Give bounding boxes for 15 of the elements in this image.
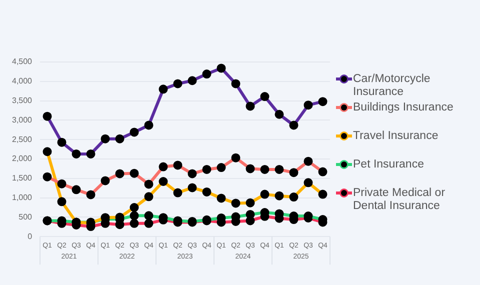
y-tick-label: 3,500 <box>12 96 33 106</box>
legend-label: Pet Insurance <box>353 158 424 171</box>
legend-label: Car/Motorcycle Insurance <box>353 73 430 98</box>
y-tick-label: 500 <box>18 212 33 222</box>
y-tick-label: 4,500 <box>12 57 33 66</box>
y-tick-label: 2,000 <box>12 154 33 164</box>
y-tick-label: 3,000 <box>12 115 33 124</box>
y-tick-label: 0 <box>28 232 33 241</box>
legend-label: Private Medical or Dental Insurance <box>353 187 446 212</box>
legend-label: Buildings Insurance <box>353 102 454 114</box>
y-tick-label: 1,000 <box>12 193 33 202</box>
y-tick-label: 1,500 <box>12 174 33 183</box>
y-tick-label: 2,500 <box>12 134 33 144</box>
y-tick-label: 4,000 <box>12 76 33 86</box>
legend-label: Travel Insurance <box>353 130 438 142</box>
